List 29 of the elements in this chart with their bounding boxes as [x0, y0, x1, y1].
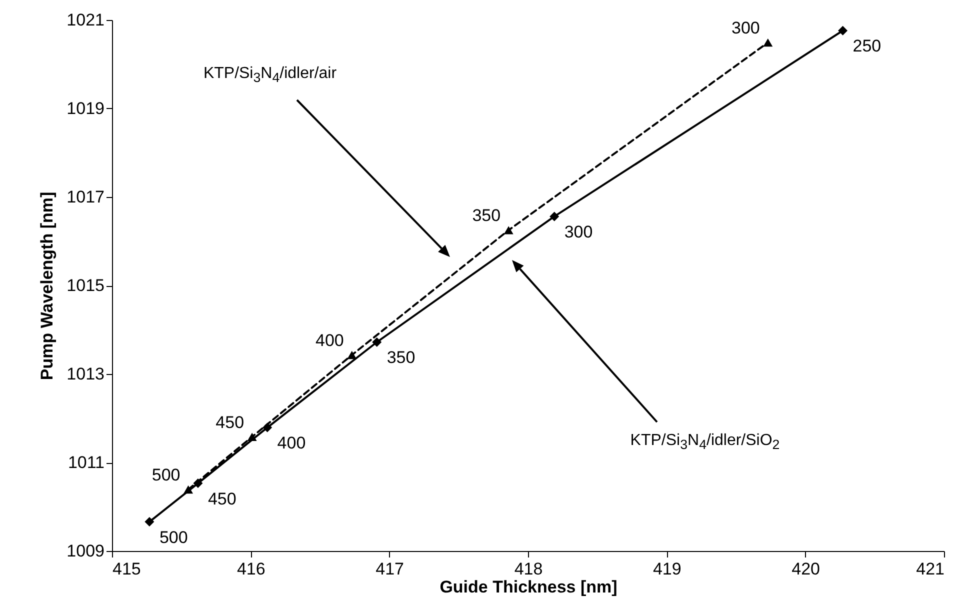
annotation: 300	[732, 18, 760, 38]
y-tick-label: 1009	[66, 542, 104, 560]
annotation: 400	[277, 434, 306, 453]
annotation: KTP/Si$_{3}$N$_{4}$/idler/SiO$_{2}$	[630, 432, 780, 452]
x-tick-label: 415	[112, 560, 141, 578]
y-tick-label: 1017	[66, 188, 104, 206]
annotation: 450	[208, 489, 236, 508]
annotation: 500	[152, 465, 180, 484]
annotation: 450	[216, 412, 244, 432]
annotation: 350	[386, 348, 416, 368]
x-axis-title: Guide Thickness [nm]	[440, 578, 618, 596]
y-tick-label: 1013	[66, 364, 104, 384]
x-tick-label: 420	[792, 560, 820, 578]
annotation: KTP/Si$_{3}$N$_{4}$/idler/air	[203, 64, 337, 86]
y-tick-label: 1021	[66, 10, 104, 30]
annotation: 500	[159, 528, 188, 547]
x-tick-label: 416	[236, 560, 266, 578]
y-tick-label: 1011	[68, 453, 104, 472]
y-tick-label: 1019	[66, 99, 104, 118]
y-tick-label: 1015	[66, 276, 104, 295]
annotation: 300	[564, 222, 593, 242]
y-axis-title: Pump Wavelength [nm]	[38, 192, 57, 380]
x-tick-label: 419	[652, 560, 682, 578]
x-tick-label: 417	[376, 560, 404, 578]
x-tick-label: 418	[514, 560, 543, 578]
annotation: 250	[852, 36, 882, 56]
x-tick-label: 421	[916, 560, 944, 578]
annotation: 350	[472, 206, 501, 226]
annotation: 400	[316, 330, 344, 350]
